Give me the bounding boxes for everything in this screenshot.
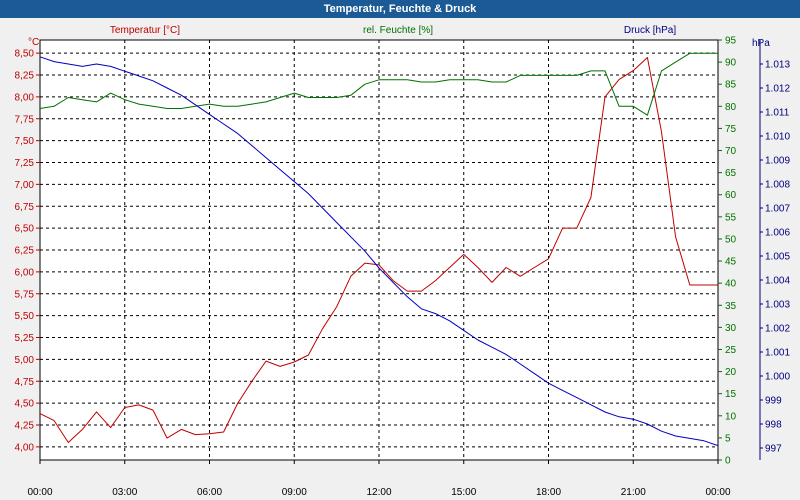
pressure-axis-ticks: 1.013 1.012 1.011 1.010 1.009 1.008 1.007 1.006… — [759, 40, 790, 460]
x-tick-time: 00:00 — [705, 487, 730, 498]
humidity-tick-label: 25 — [725, 345, 737, 356]
humidity-tick-label: 75 — [725, 124, 737, 135]
humidity-tick-label: 30 — [725, 323, 737, 334]
humidity-tick-label: 0 — [725, 456, 731, 467]
temperature-tick-label: 5,75 — [15, 289, 35, 300]
pressure-tick-label: 1.006 — [765, 228, 790, 239]
humidity-tick-label: 55 — [725, 212, 737, 223]
temperature-tick-label: 5,50 — [15, 311, 35, 322]
pressure-tick-label: 1.000 — [765, 372, 790, 383]
pressure-tick-label: 1.002 — [765, 324, 790, 335]
temperature-tick-label: 6,25 — [15, 246, 35, 257]
humidity-tick-label: 65 — [725, 168, 737, 179]
temperature-tick-label: 4,75 — [15, 377, 35, 388]
pressure-tick-label: 1.013 — [765, 60, 790, 71]
pressure-tick-label: 1.011 — [765, 108, 790, 119]
temperature-tick-label: 8,25 — [15, 71, 35, 82]
humidity-tick-label: 70 — [725, 146, 737, 157]
temperature-tick-label: 4,25 — [15, 421, 35, 432]
chart: 8,50 8,25 8,00 7,75 7,50 7,25 7,00 6,75 6,50 6,25… — [15, 25, 791, 498]
temperature-tick-label: 8,50 — [15, 49, 35, 60]
temperature-tick-label: 6,00 — [15, 267, 35, 278]
humidity-tick-label: 20 — [725, 367, 737, 378]
x-tick-time: 06:00 — [197, 487, 222, 498]
x-tick-time: 00:00 — [27, 487, 52, 498]
series-lines — [39, 52, 719, 447]
temperature-tick-label: 7,00 — [15, 180, 35, 191]
window-title: Temperatur, Feuchte & Druck — [0, 0, 800, 18]
temperature-tick-label: 4,00 — [15, 442, 35, 453]
temperature-tick-label: 5,25 — [15, 333, 35, 344]
pressure-line — [39, 56, 719, 447]
pressure-tick-label: 997 — [765, 444, 782, 455]
humidity-series-label: rel. Feuchte [%] — [363, 25, 433, 36]
pressure-tick-label: 999 — [765, 396, 782, 407]
x-tick-time: 03:00 — [112, 487, 137, 498]
pressure-tick-label: 1.004 — [765, 276, 790, 287]
humidity-tick-label: 50 — [725, 234, 737, 245]
temperature-unit-label: °C — [28, 37, 39, 48]
x-tick-time: 15:00 — [451, 487, 476, 498]
temperature-axis-ticks: 8,50 8,25 8,00 7,75 7,50 7,25 7,00 6,75 6,50 6,25… — [15, 49, 40, 453]
temperature-line — [39, 57, 718, 443]
temperature-tick-label: 5,00 — [15, 355, 35, 366]
pressure-tick-label: 1.010 — [765, 132, 790, 143]
temperature-series-label: Temperatur [°C] — [110, 25, 180, 36]
x-tick-time: 09:00 — [282, 487, 307, 498]
temperature-tick-label: 6,50 — [15, 224, 35, 235]
temperature-tick-label: 4,50 — [15, 399, 35, 410]
humidity-tick-label: 5 — [725, 433, 731, 444]
temperature-tick-label: 7,25 — [15, 158, 35, 169]
humidity-tick-label: 10 — [725, 411, 737, 422]
pressure-tick-label: 998 — [765, 420, 782, 431]
pressure-tick-label: 1.007 — [765, 204, 790, 215]
humidity-tick-label: 60 — [725, 190, 737, 201]
grid — [40, 40, 718, 460]
pressure-tick-label: 1.009 — [765, 156, 790, 167]
pressure-unit-label: hPa — [752, 38, 770, 49]
humidity-line — [39, 52, 718, 116]
pressure-tick-label: 1.012 — [765, 84, 790, 95]
humidity-tick-label: 15 — [725, 389, 737, 400]
temperature-tick-label: 8,00 — [15, 92, 35, 103]
temperature-tick-label: 7,75 — [15, 114, 35, 125]
x-tick-time: 21:00 — [621, 487, 646, 498]
humidity-tick-label: 80 — [725, 102, 737, 113]
x-axis-ticks: 00:0027.11.1703:0027.11.1706:0027.11.170… — [27, 460, 731, 498]
humidity-tick-label: 35 — [725, 301, 737, 312]
humidity-tick-label: 95 — [725, 36, 737, 47]
x-tick-time: 12:00 — [366, 487, 391, 498]
temperature-tick-label: 7,50 — [15, 136, 35, 147]
x-tick-time: 18:00 — [536, 487, 561, 498]
humidity-tick-label: 45 — [725, 257, 737, 268]
pressure-tick-label: 1.005 — [765, 252, 790, 263]
pressure-series-label: Druck [hPa] — [624, 25, 676, 36]
temperature-tick-label: 6,75 — [15, 202, 35, 213]
humidity-tick-label: 40 — [725, 279, 737, 290]
humidity-tick-label: 90 — [725, 58, 737, 69]
pressure-tick-label: 1.008 — [765, 180, 790, 191]
pressure-tick-label: 1.003 — [765, 300, 790, 311]
humidity-tick-label: 85 — [725, 80, 737, 91]
pressure-tick-label: 1.001 — [765, 348, 790, 359]
